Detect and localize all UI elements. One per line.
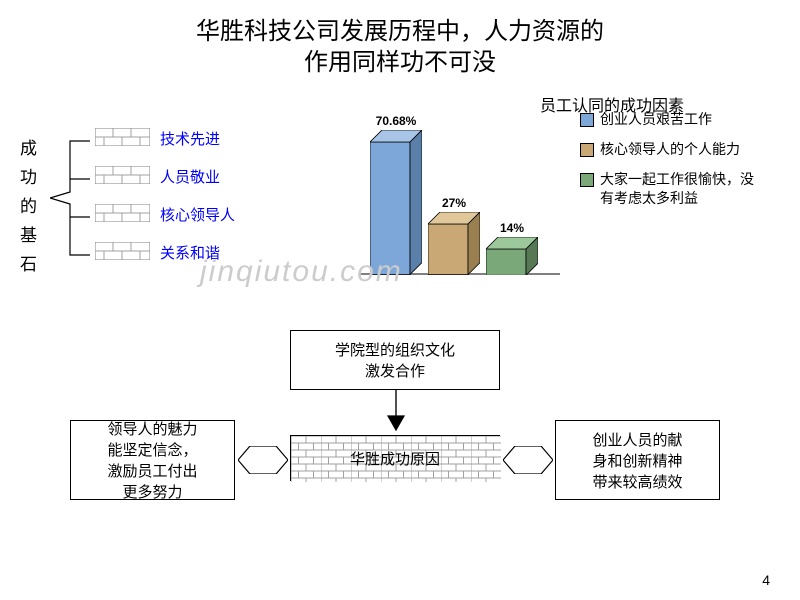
leader-line4: 更多努力 [71, 481, 234, 502]
bottom-diagram: 学院型的组织文化 激发合作 领导人的魅力 能坚定信念， 激励员工付出 更多努力 … [0, 330, 800, 580]
legend-item: 核心领导人的个人能力 [580, 140, 760, 158]
legend-swatch [580, 173, 594, 187]
leader-line3: 激励员工付出 [71, 460, 234, 481]
leader-line2: 能坚定信念， [71, 439, 234, 460]
brick-item [95, 242, 150, 260]
title-line1: 华胜科技公司发展历程中，人力资源的 [0, 16, 800, 47]
legend-item: 创业人员艰苦工作 [580, 110, 760, 128]
chart-bar [428, 212, 480, 275]
bar-value-label: 14% [481, 221, 543, 235]
leader-line1: 领导人的魅力 [71, 418, 234, 439]
bracket-icon [50, 135, 90, 261]
brick-label: 人员敬业 [160, 166, 220, 187]
legend-swatch [580, 143, 594, 157]
culture-box: 学院型的组织文化 激发合作 [290, 330, 500, 390]
cornerstone-label: 成功的基石 [20, 135, 38, 279]
title-line2: 作用同样功不可没 [0, 47, 800, 78]
legend-text: 大家一起工作很愉快，没有考虑太多利益 [600, 170, 760, 206]
culture-line1: 学院型的组织文化 [291, 339, 499, 360]
page-number: 4 [762, 572, 770, 588]
chart-legend: 创业人员艰苦工作 核心领导人的个人能力 大家一起工作很愉快，没有考虑太多利益 [580, 110, 760, 219]
legend-text: 核心领导人的个人能力 [600, 140, 740, 158]
brick-label: 核心领导人 [160, 204, 235, 225]
brick-icon [95, 166, 150, 184]
brick-icon [95, 204, 150, 222]
brick-label: 关系和谐 [160, 242, 220, 263]
bar-value-label: 27% [423, 196, 485, 210]
chart-bar [486, 237, 538, 275]
upper-section: 成功的基石 技术先进 人员敬业 核心领导人 关系和谐 员工认同的成功因素 70.… [0, 110, 800, 300]
founder-line2: 身和创新精神 [556, 450, 719, 471]
brick-item [95, 204, 150, 222]
legend-swatch [580, 113, 594, 127]
hex-arrow-left-icon [503, 446, 553, 474]
brick-label: 技术先进 [160, 128, 220, 149]
legend-item: 大家一起工作很愉快，没有考虑太多利益 [580, 170, 760, 206]
founder-line3: 带来较高绩效 [556, 471, 719, 492]
bar-chart: 70.68% 27% 14% [360, 115, 560, 275]
brick-item [95, 128, 150, 146]
culture-line2: 激发合作 [291, 360, 499, 381]
leader-box: 领导人的魅力 能坚定信念， 激励员工付出 更多努力 [70, 420, 235, 500]
founder-box: 创业人员的献 身和创新精神 带来较高绩效 [555, 420, 720, 500]
arrow-down-icon [384, 390, 408, 435]
brick-item [95, 166, 150, 184]
founder-line1: 创业人员的献 [556, 429, 719, 450]
brick-icon [95, 242, 150, 260]
hex-arrow-right-icon [238, 446, 288, 474]
reason-box: 华胜成功原因 [290, 435, 500, 481]
brick-icon [95, 128, 150, 146]
chart-bar [370, 130, 422, 275]
slide-title: 华胜科技公司发展历程中，人力资源的 作用同样功不可没 [0, 0, 800, 78]
bar-value-label: 70.68% [365, 114, 427, 128]
reason-line1: 华胜成功原因 [291, 448, 499, 469]
legend-text: 创业人员艰苦工作 [600, 110, 712, 128]
